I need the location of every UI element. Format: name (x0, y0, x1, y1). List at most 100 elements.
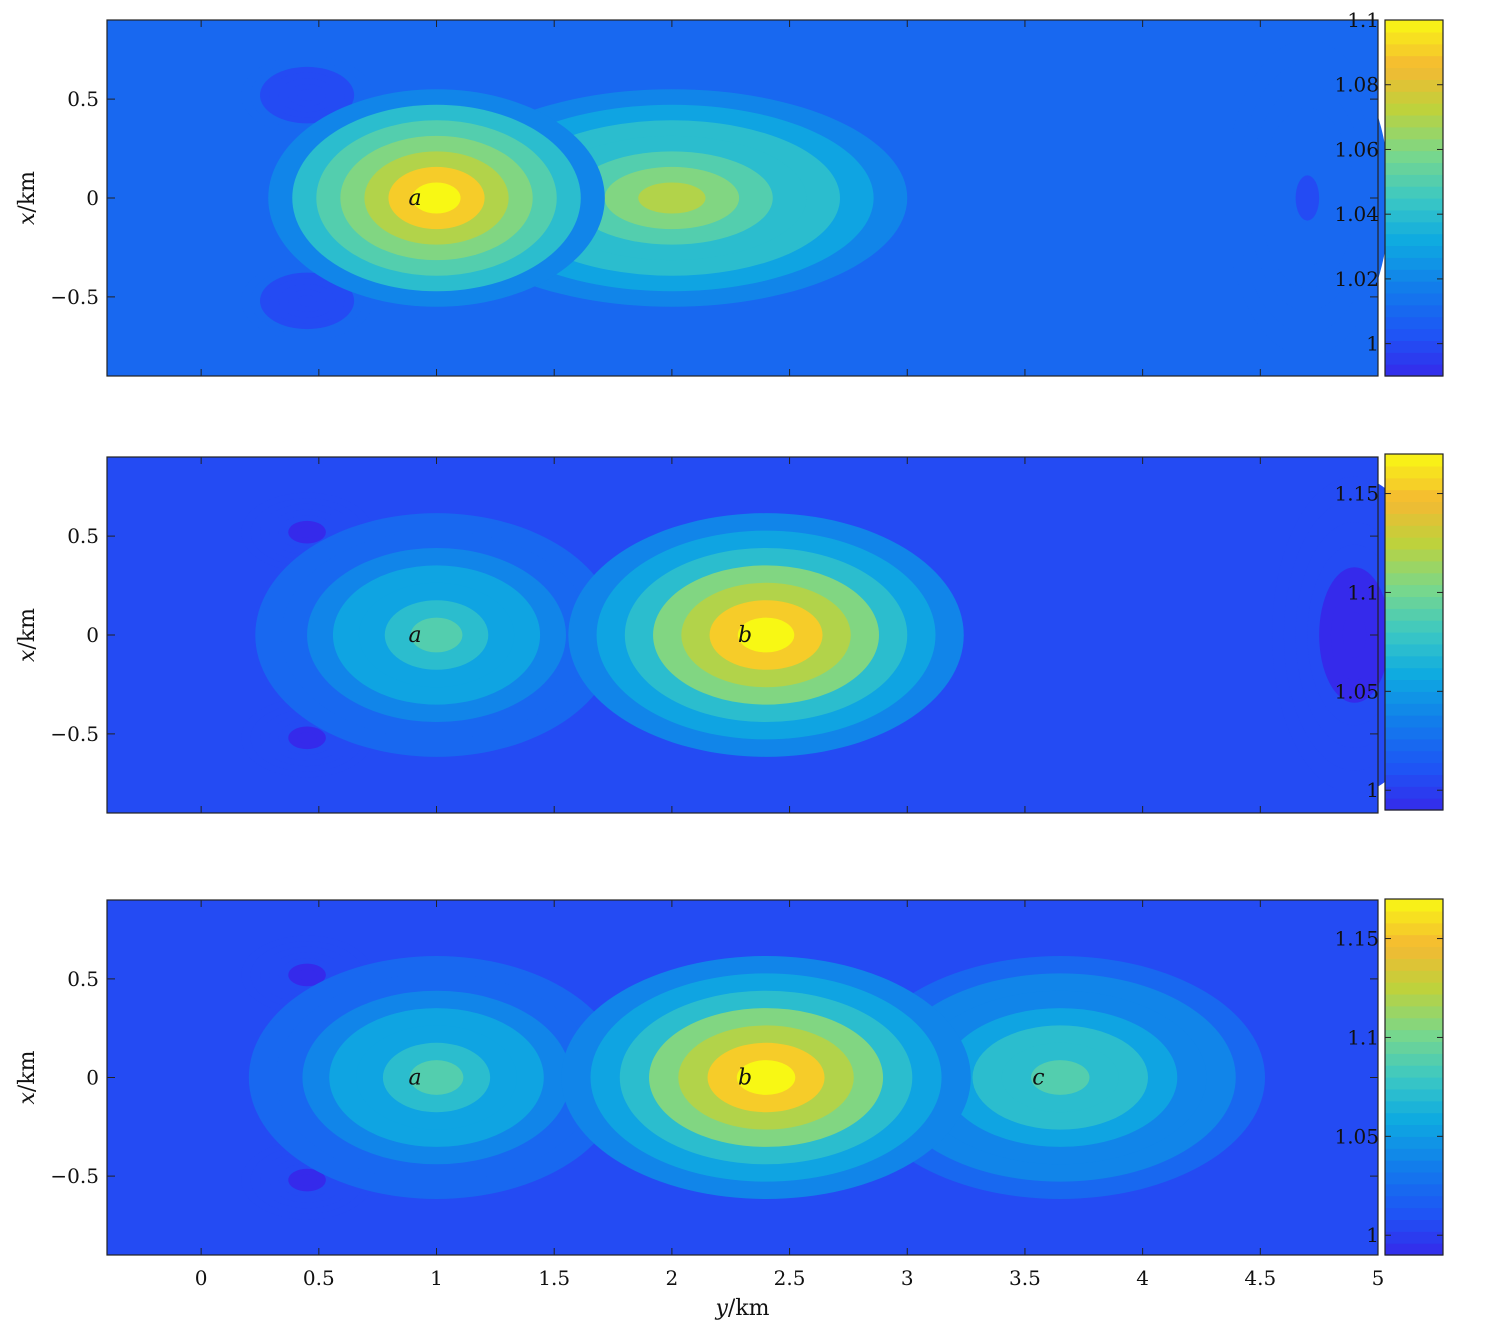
peak-label-a: a (409, 1066, 422, 1091)
colorbar-band (1385, 899, 1443, 912)
x-tick-label: 3 (901, 1266, 914, 1290)
colorbar-band (1385, 1005, 1443, 1019)
peak-label-a: a (409, 186, 422, 211)
colorbar-band (1385, 1124, 1443, 1137)
y-tick-label: 0.5 (67, 524, 99, 548)
x-axis-label: y/km (714, 1296, 769, 1321)
colorbar-band (1385, 1112, 1443, 1126)
y-tick-label: 0 (86, 186, 99, 210)
colorbar-frame (1384, 453, 1444, 811)
colorbar-band (1385, 316, 1443, 330)
colorbar-band (1385, 477, 1443, 491)
colorbar-band (1385, 750, 1443, 764)
panel-middle: 0.5 0 −0.5 x/km a b (15, 456, 1437, 814)
colorbar-band (1385, 643, 1443, 657)
contour-band (410, 617, 463, 653)
colorbar-band (1385, 1219, 1443, 1232)
contour-band (297, 969, 317, 981)
contour-band (412, 182, 461, 214)
colorbar-band (1385, 982, 1443, 995)
colorbar-band (1385, 114, 1443, 128)
contour-band (736, 1060, 796, 1095)
contour-band (638, 182, 706, 214)
colorbar-band (1385, 103, 1443, 116)
colorbar-tick-label: 1.1 (1347, 8, 1379, 32)
colorbar-band (1385, 993, 1443, 1007)
colorbar-band (1385, 79, 1443, 92)
colorbar: 1.15 1.1 1.05 1 (1334, 898, 1444, 1256)
colorbar-band (1385, 174, 1443, 187)
x-tick-label: 5 (1372, 1266, 1385, 1290)
colorbar-tick-label: 1.05 (1334, 679, 1379, 703)
colorbar-tick-label: 1.15 (1334, 927, 1379, 951)
colorbar-band (1385, 958, 1443, 971)
contour-band (297, 1174, 317, 1186)
colorbar-band (1385, 762, 1443, 775)
colorbar-band (1385, 67, 1443, 80)
colorbar-band (1385, 501, 1443, 514)
colorbar-band (1385, 537, 1443, 550)
x-tick-label: 0.5 (303, 1266, 335, 1290)
colorbar-band (1385, 257, 1443, 270)
colorbar-band (1385, 774, 1443, 787)
peak-label-a: a (409, 623, 422, 648)
colorbar-band (1385, 186, 1443, 199)
colorbar-band (1385, 465, 1443, 479)
colorbar-band (1385, 572, 1443, 586)
colorbar-band (1385, 1148, 1443, 1161)
contour-band (297, 526, 317, 538)
x-tick-label: 4 (1136, 1266, 1149, 1290)
colorbar-band (1385, 525, 1443, 538)
contour-peak-b (561, 956, 971, 1199)
colorbar-band (1385, 150, 1443, 163)
contour-band (297, 295, 317, 307)
colorbar-tick-label: 1 (1366, 332, 1379, 356)
contour-peak-a (255, 513, 618, 757)
contour-band (737, 617, 795, 653)
colorbar-tick-label: 1 (1366, 1223, 1379, 1247)
colorbar-band (1385, 1136, 1443, 1149)
contour-band (409, 1060, 464, 1095)
colorbar-band (1385, 454, 1443, 467)
colorbar-band (1385, 162, 1443, 175)
colorbar-band (1385, 20, 1443, 33)
contour-low-band (1225, 39, 1390, 357)
colorbar-frame (1384, 19, 1444, 377)
colorbar-band (1385, 726, 1443, 740)
colorbar-band (1385, 632, 1443, 645)
colorbar-band (1385, 946, 1443, 959)
colorbar-band (1385, 1065, 1443, 1078)
x-tick-label: 1.5 (538, 1266, 570, 1290)
colorbar-band (1385, 584, 1443, 597)
colorbar-band (1385, 738, 1443, 752)
colorbar-band (1385, 209, 1443, 223)
x-tick-label: 1 (430, 1266, 443, 1290)
colorbar: 1.15 1.1 1.05 1 (1334, 453, 1444, 811)
colorbar-band (1385, 91, 1443, 104)
colorbar-tick-label: 1.05 (1334, 1124, 1379, 1148)
colorbar-band (1385, 1053, 1443, 1066)
y-axis-label: x/km (15, 608, 40, 662)
peak-label-b: b (738, 623, 752, 648)
colorbar-band (1385, 691, 1443, 704)
colorbar-band (1385, 608, 1443, 621)
colorbar-band (1385, 43, 1443, 57)
colorbar-band (1385, 560, 1443, 574)
colorbar-tick-label: 1.1 (1347, 1025, 1379, 1049)
y-axis-label: x/km (15, 1050, 40, 1104)
colorbar-tick-label: 1.15 (1334, 482, 1379, 506)
contour-band (297, 89, 317, 101)
colorbar-band (1385, 340, 1443, 353)
contour-peak-a (248, 956, 625, 1199)
y-tick-label: 0.5 (67, 87, 99, 111)
colorbar-band (1385, 679, 1443, 692)
colorbar-band (1385, 1195, 1443, 1209)
colorbar-band (1385, 922, 1443, 936)
x-tick-label: 2 (666, 1266, 679, 1290)
colorbar-band (1385, 910, 1443, 924)
colorbar-tick-label: 1.06 (1334, 137, 1379, 161)
colorbar-band (1385, 548, 1443, 562)
x-tick-label: 3.5 (1009, 1266, 1041, 1290)
x-tick-label: 0 (195, 1266, 208, 1290)
